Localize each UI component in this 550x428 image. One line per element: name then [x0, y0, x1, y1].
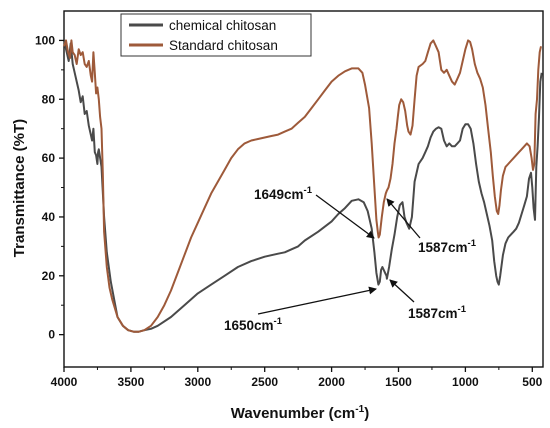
- y-axis: 0 20 40 60 80 100: [35, 33, 64, 342]
- y-tick-label: 0: [48, 328, 55, 342]
- x-tick-label: 2500: [251, 375, 278, 389]
- x-tick-label: 500: [522, 375, 542, 389]
- y-tick-label: 40: [42, 210, 56, 224]
- plot-frame: [63, 10, 544, 368]
- legend-box: [120, 13, 312, 57]
- annotation-arrow-1587-standard: [386, 198, 421, 239]
- x-tick-label: 4000: [51, 375, 78, 389]
- x-axis: 4000 3500 3000 2500 2000 1500 1000 500: [51, 367, 543, 389]
- x-axis-label: Wavenumber (cm-1): [231, 404, 369, 422]
- series-layer: [63, 39, 543, 333]
- annotation-1650-chemical: 1650cm-1: [224, 316, 283, 333]
- x-tick-label: 3500: [118, 375, 145, 389]
- annotation-arrow-1650: [257, 286, 377, 315]
- plot-border: [63, 10, 544, 368]
- annotation-arrow-1649: [315, 194, 375, 239]
- x-tick-label: 3000: [184, 375, 211, 389]
- annotations: 1649cm-1 1587cm-1 1650cm-1 1587cm-1: [224, 185, 477, 333]
- x-tick-label: 2000: [318, 375, 345, 389]
- legend: chemical chitosan Standard chitosan: [120, 13, 312, 57]
- y-tick-label: 80: [42, 92, 56, 106]
- x-tick-label: 1500: [385, 375, 412, 389]
- legend-label-chemical: chemical chitosan: [169, 18, 276, 33]
- annotation-1587-standard: 1587cm-1: [418, 238, 477, 255]
- y-tick-label: 100: [35, 33, 55, 47]
- x-tick-label: 1000: [452, 375, 479, 389]
- annotation-1587-chemical: 1587cm-1: [408, 304, 467, 321]
- annotation-1649-standard: 1649cm-1: [254, 185, 313, 202]
- annotation-arrow-1587-chemical: [389, 279, 415, 303]
- y-tick-label: 20: [42, 269, 56, 283]
- legend-label-standard: Standard chitosan: [169, 38, 278, 53]
- y-axis-label: Transmittance (%T): [11, 119, 28, 257]
- series-standard-chitosan: [63, 39, 542, 333]
- y-tick-label: 60: [42, 151, 56, 165]
